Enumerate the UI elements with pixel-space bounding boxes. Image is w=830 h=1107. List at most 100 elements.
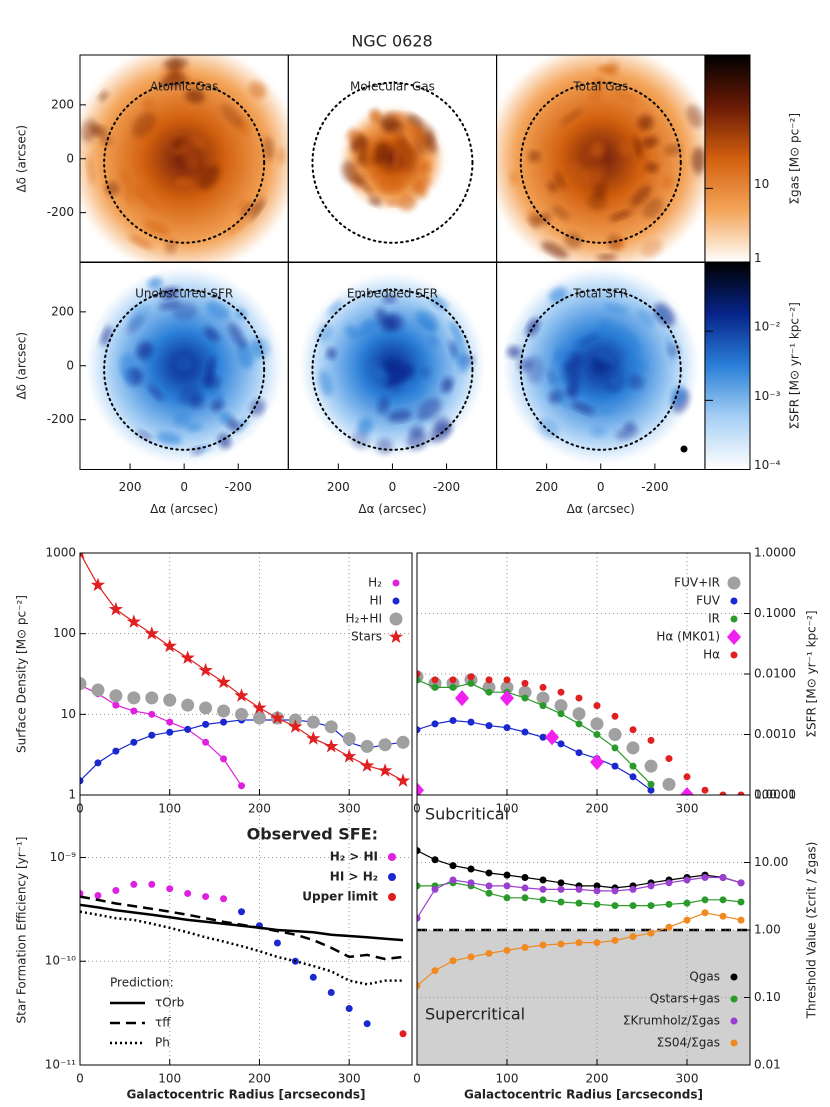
map-clump [624,421,635,431]
map-clump [98,90,109,102]
map-label: Unobscured SFR [135,287,233,301]
point-marker [593,731,601,738]
map-clump [417,397,442,421]
legend-label: Qstars+gas [650,992,720,1006]
big-marker [536,691,550,705]
legend-title: Prediction: [110,976,174,990]
map-clump [317,324,333,343]
legend-label: Upper limit [302,890,378,904]
big-marker [342,732,356,746]
big-marker [500,680,514,694]
big-marker [396,735,410,749]
map-clump [250,399,266,416]
aperture [311,288,474,451]
point-marker [521,694,529,702]
big-marker [554,699,568,713]
point-marker [611,936,619,944]
map-clump [175,356,194,373]
colorbar-tick-label: 10⁻² [754,320,781,334]
point-marker [611,762,619,770]
map-clump [378,176,405,194]
map-clump [539,212,551,224]
map-clump [547,180,559,193]
y-tick-label: 10⁻¹⁰ [45,954,76,968]
star-marker [108,601,123,616]
map-clump [449,321,464,344]
x-tick-label: 300 [338,802,361,816]
map-clump [136,341,153,360]
star-marker [395,773,411,787]
y-tick-label: 0 [66,151,74,165]
y-axis-label: Surface Density [M⊙ pc⁻²] [15,595,29,753]
x-tick-label: -200 [641,480,668,494]
map-clump [237,198,249,212]
legend-label: HI > H₂ [330,870,378,884]
legend-label: Stars [351,630,382,644]
map-clump [551,205,570,221]
x-tick-label: 200 [248,1072,271,1086]
star-marker [252,700,267,714]
point-marker [503,882,511,890]
map-label: Total SFR [572,287,628,301]
y-axis-label: ΣSFR [M⊙ yr⁻¹ kpc⁻²] [805,610,819,737]
point-marker [575,720,583,728]
x-tick-label: 300 [338,1072,361,1086]
y-axis-label: Δδ (arcsec) [15,125,29,193]
aperture [311,81,474,244]
point-marker [417,670,421,678]
map-clump [251,196,266,216]
y-tick-label: 1 [68,788,76,802]
map-clump [372,172,385,184]
map-clump [392,148,400,171]
map-clump [191,135,206,150]
map-clump [560,108,583,126]
map-clump [249,81,267,99]
map-clump [368,110,381,124]
point-marker [431,967,439,975]
legend-marker [730,995,738,1003]
point-marker [431,856,439,864]
point-marker [629,773,637,781]
y-tick-label: -200 [47,205,74,219]
map-clump [641,239,663,258]
map-label: Total Gas [572,80,628,94]
map-clump [409,425,424,438]
big-marker [644,759,658,773]
legend-marker [388,629,404,644]
map-clump [369,361,384,380]
map-clump [588,90,601,103]
map-clump [637,115,654,131]
map-clump [205,301,230,320]
x-tick-label: 200 [535,480,558,494]
point-marker [683,773,691,781]
map-clump [228,322,246,349]
y-tick-label: 0.0001 [754,788,796,802]
point-marker [593,939,601,947]
y-tick-label: 0.10 [754,990,781,1004]
point-marker [485,722,493,730]
map-clump [616,426,639,440]
point-marker [80,889,84,897]
legend-marker [388,873,396,881]
legend-label: τOrb [155,996,184,1010]
map-clump [664,144,682,156]
point-marker [449,717,457,725]
point-marker [629,726,637,734]
point-marker [184,889,192,897]
x-tick-label: 200 [248,802,271,816]
legend-label: HI [369,594,382,608]
point-marker [503,871,511,879]
map-panel [300,273,485,458]
map-clump [86,155,95,186]
diamond-marker [455,690,469,707]
point-marker [431,683,439,691]
star-marker [288,719,303,733]
supercritical-region [417,930,750,1065]
point-marker [417,882,421,890]
star-marker [198,662,213,677]
point-marker [575,885,583,893]
map-clump [143,122,160,142]
point-marker [417,726,421,734]
big-marker [181,698,195,712]
map-clump [597,65,617,74]
